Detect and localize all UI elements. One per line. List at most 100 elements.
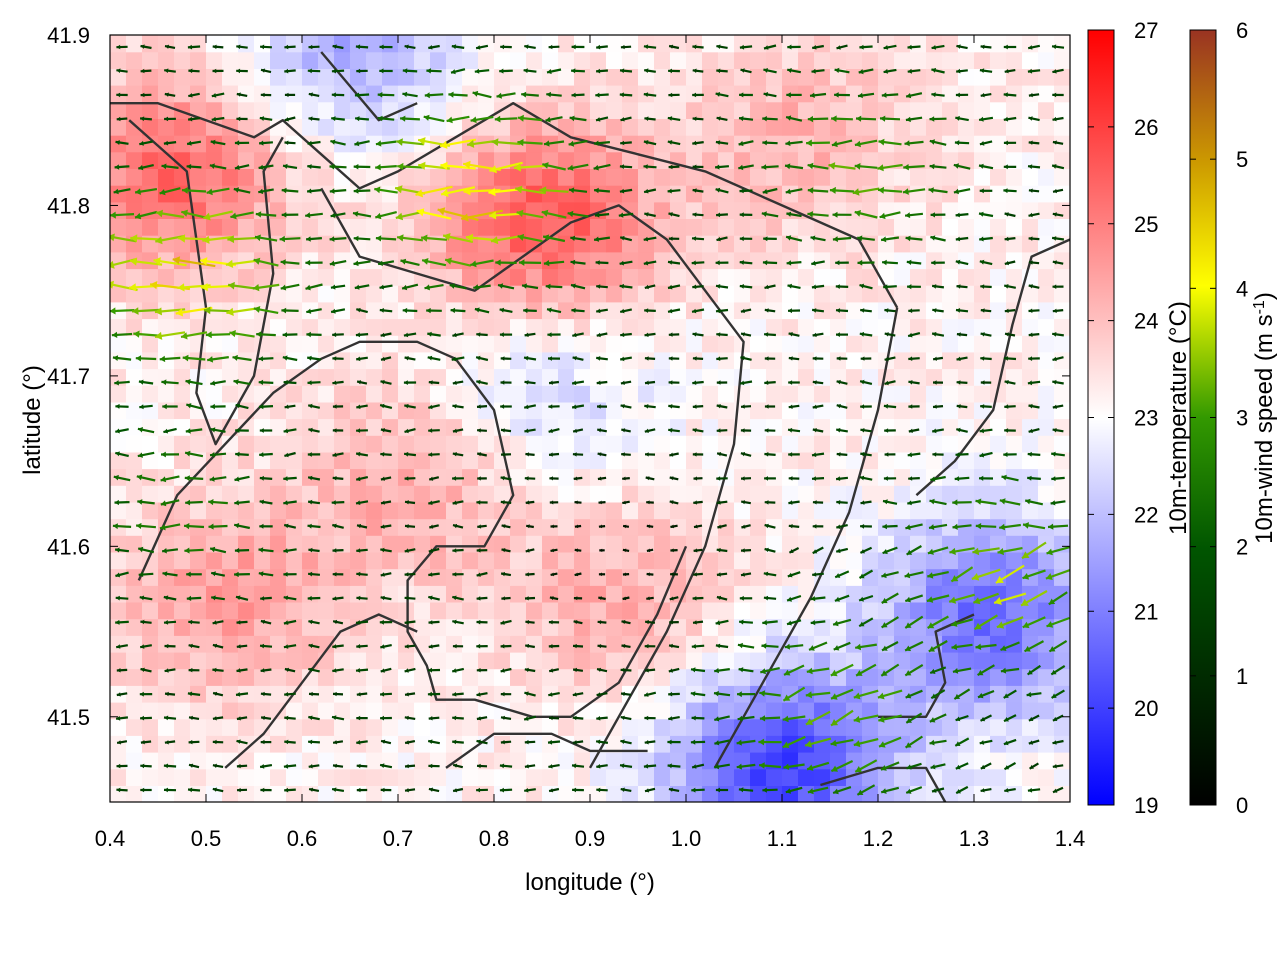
temperature-cell [926,568,943,586]
wind-arrow [807,115,829,123]
wind-arrow [835,476,849,481]
wind-arrow [668,667,680,673]
temperature-cell [910,685,927,703]
temperature-cell [990,518,1007,536]
wind-arrow [542,234,566,243]
wind-arrow [112,523,132,530]
temperature-cell [526,718,543,736]
temperature-cell [1006,151,1023,169]
temperature-cell [382,35,399,53]
temperature-cell [782,768,799,786]
temperature-cell [622,385,639,403]
wind-arrow [332,572,344,577]
temperature-cell [878,85,895,103]
wind-arrow [110,307,135,315]
temperature-cell [430,385,447,403]
temperature-cell [830,435,847,453]
temperature-cell [734,468,751,486]
temperature-cell [622,251,639,270]
temperature-cell [1038,668,1055,686]
temperature-cell [1006,418,1023,436]
wind-arrow [693,548,703,553]
temperature-cell [142,635,159,653]
temperature-cell [366,501,383,520]
wind-arrow [740,308,752,314]
temperature-cell [798,518,815,536]
temperature-cell [174,118,191,136]
temperature-cell [446,335,463,353]
temperature-cell [894,585,911,603]
wind-arrow [404,403,416,409]
temperature-cell [878,68,895,86]
temperature-cell [862,151,879,169]
temperature-cell [670,251,687,270]
temperature-cell [126,218,143,236]
temperature-cell [782,68,799,86]
temperature-cell [302,568,319,586]
wind-arrow [828,162,856,170]
wind-arrow [230,211,254,220]
wind-arrow [428,428,440,433]
temperature-cell [206,168,223,186]
wind-arrow [280,283,300,291]
wind-arrow [283,500,297,506]
temperature-cell [318,218,335,236]
temperature-cell [1054,451,1070,470]
temperature-cell [782,401,799,420]
temperature-cell [894,35,911,53]
temperature-cell [222,785,239,802]
wind-arrow [907,452,921,458]
wind-arrow [835,308,849,313]
temperature-cell [446,518,463,536]
wind-arrow [329,188,347,194]
wind-arrow [137,427,155,434]
temperature-cell [606,752,623,770]
wind-arrow [332,380,344,385]
wind-arrow [212,620,224,625]
temperature-cell [526,318,543,336]
temperature-cell [190,151,207,169]
wind-arrow [739,619,753,625]
wind-arrow [859,379,873,385]
temperature-cell [926,51,943,69]
temperature-cell [110,668,127,686]
colorbar-tick-label: 23 [1134,406,1158,431]
wind-arrow [255,211,277,218]
temperature-cell [110,101,127,119]
temperature-cell [350,385,367,403]
temperature-cell [1054,601,1070,620]
temperature-cell [702,335,719,353]
temperature-cell [446,285,463,303]
wind-arrow [355,451,369,457]
temperature-cell [526,251,543,270]
temperature-cell [782,118,799,136]
temperature-cell [318,451,335,470]
temperature-cell [622,85,639,103]
temperature-cell [414,401,431,420]
wind-arrow [621,428,631,433]
wind-arrow [949,547,975,555]
temperature-cell [366,718,383,736]
temperature-cell [366,285,383,303]
temperature-cell [910,151,927,169]
wind-arrow [643,763,657,769]
temperature-cell [510,51,527,69]
wind-arrow [284,715,296,721]
temperature-cell [686,85,703,103]
wind-arrow [785,235,803,242]
temperature-cell [574,485,591,503]
temperature-cell [446,268,463,286]
temperature-cell [958,585,975,603]
temperature-cell [254,118,271,136]
temperature-cell [510,718,527,736]
temperature-cell [942,451,959,470]
wind-arrow [476,692,488,697]
temperature-cell [766,285,783,303]
wind-arrow [307,380,321,386]
wind-arrow [692,44,704,50]
wind-arrow [284,92,296,98]
wind-arrow [571,380,585,386]
wind-arrow [140,68,152,74]
wind-arrow [572,428,584,433]
temperature-cell [782,101,799,119]
